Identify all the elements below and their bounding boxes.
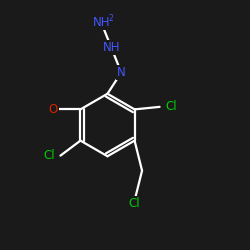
Text: NH: NH: [102, 41, 120, 54]
Text: Cl: Cl: [166, 100, 177, 114]
Text: N: N: [117, 66, 126, 79]
Text: Cl: Cl: [129, 196, 140, 209]
Text: 2: 2: [109, 14, 114, 22]
Text: O: O: [48, 103, 58, 116]
Text: NH: NH: [92, 16, 110, 29]
Text: Cl: Cl: [43, 149, 55, 162]
